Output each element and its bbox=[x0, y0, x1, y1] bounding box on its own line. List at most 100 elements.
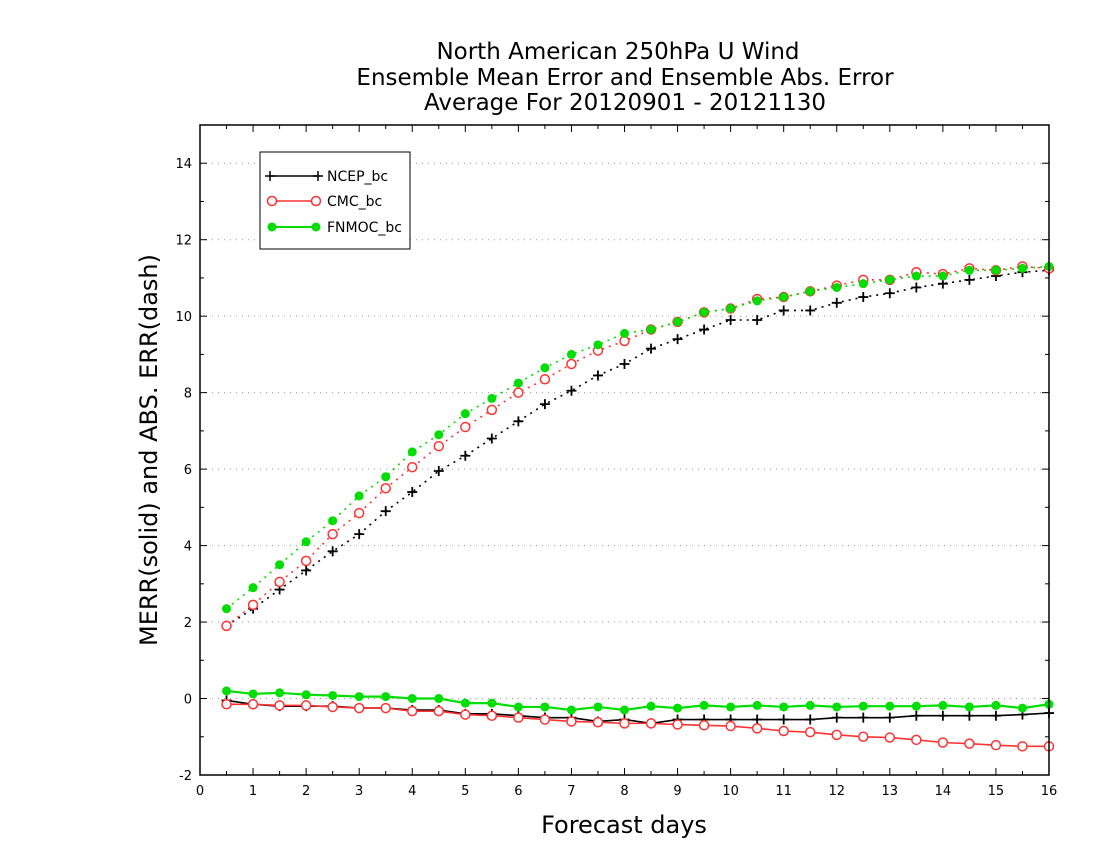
merr-point-cmc-bc bbox=[433, 705, 445, 717]
abs-err-point-fnmoc-bc bbox=[275, 560, 285, 570]
abs-err-point-fnmoc-bc bbox=[487, 393, 497, 403]
series-cmc-bc bbox=[221, 261, 1055, 752]
merr-point-cmc-bc bbox=[592, 716, 604, 728]
x-tick-label: 11 bbox=[775, 784, 792, 799]
abs-err-point-fnmoc-bc bbox=[911, 271, 921, 281]
abs-err-point-ncep-bc bbox=[327, 546, 338, 557]
merr-point-cmc-bc bbox=[645, 718, 657, 729]
merr-point-fnmoc-bc bbox=[646, 701, 656, 711]
merr-point-ncep-bc bbox=[778, 714, 789, 725]
abs-err-point-fnmoc-bc bbox=[752, 296, 762, 306]
abs-err-point-cmc-bc bbox=[247, 599, 259, 611]
merr-point-cmc-bc bbox=[221, 699, 232, 710]
merr-point-fnmoc-bc bbox=[513, 702, 523, 712]
merr-point-cmc-bc bbox=[937, 737, 949, 748]
merr-point-fnmoc-bc bbox=[540, 702, 550, 712]
legend-label-cmc: CMC_bc bbox=[327, 194, 382, 210]
abs-err-point-cmc-bc bbox=[566, 358, 577, 370]
merr-point-fnmoc-bc bbox=[328, 690, 338, 700]
abs-err-point-cmc-bc bbox=[486, 404, 498, 416]
merr-point-ncep-bc bbox=[805, 714, 816, 725]
merr-point-fnmoc-bc bbox=[805, 700, 815, 710]
merr-point-ncep-bc bbox=[884, 712, 895, 723]
abs-err-point-ncep-bc bbox=[699, 324, 710, 335]
y-axis-title: MERR(solid) and ABS. ERR(dash) bbox=[135, 254, 163, 646]
y-tick-label: 4 bbox=[184, 540, 192, 555]
abs-err-point-fnmoc-bc bbox=[1017, 263, 1027, 273]
abs-err-point-ncep-bc bbox=[460, 450, 471, 461]
merr-point-cmc-bc bbox=[751, 723, 763, 734]
abs-err-point-fnmoc-bc bbox=[699, 307, 709, 317]
abs-err-point-cmc-bc bbox=[380, 482, 391, 494]
merr-point-cmc-bc bbox=[619, 718, 630, 729]
merr-point-cmc-bc bbox=[247, 699, 259, 710]
abs-err-line-cmc-bc bbox=[226, 265, 1050, 627]
x-axis-title: Forecast days bbox=[541, 811, 707, 839]
x-tick-label: 5 bbox=[461, 784, 469, 799]
abs-err-point-fnmoc-bc bbox=[513, 378, 523, 388]
abs-err-point-ncep-bc bbox=[805, 305, 816, 316]
y-tick-label: 8 bbox=[184, 387, 192, 402]
abs-err-point-ncep-bc bbox=[858, 292, 869, 303]
abs-err-point-fnmoc-bc bbox=[726, 304, 736, 314]
merr-point-ncep-bc bbox=[937, 710, 948, 721]
y-tick-label: 0 bbox=[184, 693, 192, 708]
merr-point-fnmoc-bc bbox=[938, 700, 948, 710]
merr-point-fnmoc-bc bbox=[301, 690, 311, 700]
y-tick-label: -2 bbox=[179, 769, 192, 784]
abs-err-point-ncep-bc bbox=[831, 297, 842, 308]
merr-point-cmc-bc bbox=[566, 716, 577, 727]
abs-err-point-cmc-bc bbox=[300, 555, 312, 567]
merr-point-fnmoc-bc bbox=[222, 686, 232, 696]
abs-err-point-ncep-bc bbox=[911, 282, 922, 293]
merr-point-fnmoc-bc bbox=[620, 705, 629, 715]
abs-err-point-cmc-bc bbox=[353, 507, 365, 519]
y-tick-label: 10 bbox=[175, 310, 192, 325]
x-tick-label: 4 bbox=[408, 784, 416, 799]
merr-point-cmc-bc bbox=[300, 700, 312, 711]
legend: NCEP_bc CMC_bc FNMOC_bc bbox=[259, 151, 411, 250]
chart-title-line-3: Average For 20120901 - 20121130 bbox=[424, 90, 826, 116]
abs-err-point-fnmoc-bc bbox=[407, 447, 417, 457]
merr-point-ncep-bc bbox=[858, 712, 869, 723]
abs-err-point-cmc-bc bbox=[539, 374, 551, 385]
merr-point-cmc-bc bbox=[672, 719, 683, 730]
abs-err-point-fnmoc-bc bbox=[381, 472, 391, 482]
merr-point-fnmoc-bc bbox=[275, 688, 285, 698]
abs-err-point-cmc-bc bbox=[221, 620, 232, 632]
abs-err-point-ncep-bc bbox=[964, 274, 975, 285]
abs-err-point-fnmoc-bc bbox=[354, 491, 364, 501]
x-tick-label: 2 bbox=[302, 784, 310, 799]
x-tick-label: 12 bbox=[828, 784, 845, 799]
merr-line-ncep-bc bbox=[226, 699, 1050, 725]
merr-point-fnmoc-bc bbox=[248, 689, 258, 699]
merr-point-ncep-bc bbox=[990, 710, 1001, 721]
merr-point-fnmoc-bc bbox=[911, 701, 921, 711]
merr-point-fnmoc-bc bbox=[407, 694, 417, 704]
merr-point-fnmoc-bc bbox=[858, 701, 868, 711]
chart-title-line-2: Ensemble Mean Error and Ensemble Abs. Er… bbox=[356, 65, 894, 91]
abs-err-point-ncep-bc bbox=[884, 288, 895, 299]
legend-label-fnmoc: FNMOC_bc bbox=[327, 220, 402, 236]
chart-title-line-1: North American 250hPa U Wind bbox=[436, 39, 799, 65]
merr-point-cmc-bc bbox=[911, 734, 922, 746]
merr-point-cmc-bc bbox=[990, 739, 1002, 751]
merr-point-fnmoc-bc bbox=[381, 692, 391, 702]
merr-point-fnmoc-bc bbox=[566, 705, 576, 715]
abs-err-point-cmc-bc bbox=[274, 576, 285, 588]
abs-err-point-fnmoc-bc bbox=[248, 583, 258, 593]
abs-err-point-ncep-bc bbox=[672, 334, 683, 345]
abs-err-point-ncep-bc bbox=[407, 487, 418, 498]
y-tick-label: 14 bbox=[175, 157, 192, 172]
merr-point-fnmoc-bc bbox=[964, 702, 974, 712]
merr-point-fnmoc-bc bbox=[460, 698, 470, 708]
merr-point-cmc-bc bbox=[274, 700, 285, 711]
merr-point-cmc-bc bbox=[884, 732, 896, 743]
abs-err-point-ncep-bc bbox=[301, 565, 312, 576]
merr-point-fnmoc-bc bbox=[487, 698, 497, 708]
abs-err-point-ncep-bc bbox=[433, 466, 444, 477]
abs-err-point-fnmoc-bc bbox=[885, 275, 895, 285]
abs-err-point-fnmoc-bc bbox=[540, 363, 550, 373]
abs-err-point-ncep-bc bbox=[354, 529, 365, 540]
merr-point-cmc-bc bbox=[725, 720, 736, 732]
